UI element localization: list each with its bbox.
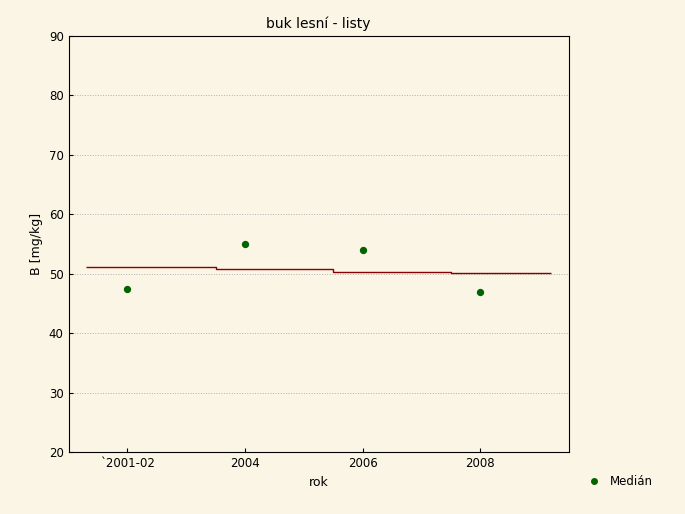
Point [475,288,486,296]
Point [122,285,133,293]
Point [240,240,251,248]
Legend: Medián: Medián [582,475,653,488]
Point [357,246,368,254]
Y-axis label: B [mg/kg]: B [mg/kg] [30,213,43,275]
X-axis label: rok: rok [309,476,328,489]
Title: buk lesní - listy: buk lesní - listy [266,16,371,31]
